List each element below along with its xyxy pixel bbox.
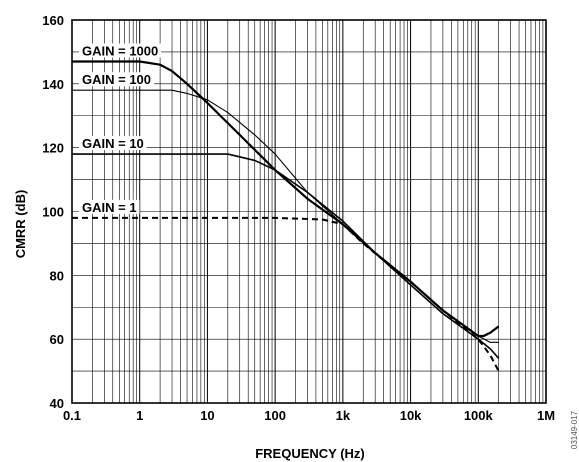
y-tick-label: 40 <box>50 396 64 411</box>
series-lines <box>72 60 500 372</box>
y-axis-ticks: 40 60 80 100 120 140 160 <box>42 13 64 411</box>
series-line <box>72 60 500 338</box>
figure-id: 03149-017 <box>570 410 579 449</box>
series-label: GAIN = 1000 <box>82 43 158 58</box>
series-line <box>72 216 500 372</box>
y-axis-title: CMRR (dB) <box>13 190 28 259</box>
x-axis-ticks: 0.1 1 10 100 1k 10k 100k 1M <box>63 408 555 423</box>
series-label-background <box>79 43 162 58</box>
series-label: GAIN = 1 <box>82 200 137 215</box>
y-tick-label: 160 <box>42 13 64 28</box>
x-tick-label: 100k <box>464 408 494 423</box>
series-label-background <box>79 136 147 151</box>
x-tick-label: 10k <box>400 408 422 423</box>
y-tick-label: 80 <box>50 268 64 283</box>
x-tick-label: 1k <box>336 408 351 423</box>
x-tick-label: 1M <box>537 408 555 423</box>
series-label-background <box>79 72 155 87</box>
y-tick-label: 60 <box>50 332 64 347</box>
series-label: GAIN = 10 <box>82 136 144 151</box>
x-tick-label: 10 <box>200 408 214 423</box>
x-tick-label: 1 <box>136 408 143 423</box>
y-tick-label: 100 <box>42 205 64 220</box>
plot-frame <box>71 19 547 404</box>
x-tick-label: 0.1 <box>63 408 81 423</box>
x-tick-label: 100 <box>264 408 286 423</box>
series-line <box>72 153 500 359</box>
series-label-background <box>79 199 140 214</box>
y-tick-label: 120 <box>42 141 64 156</box>
x-axis-title: FREQUENCY (Hz) <box>255 446 365 461</box>
y-tick-label: 140 <box>42 77 64 92</box>
series-line <box>72 89 499 343</box>
series-label: GAIN = 100 <box>82 72 151 87</box>
series-labels: GAIN = 1000 GAIN = 100 GAIN = 10 GAIN = 1 <box>79 43 162 215</box>
